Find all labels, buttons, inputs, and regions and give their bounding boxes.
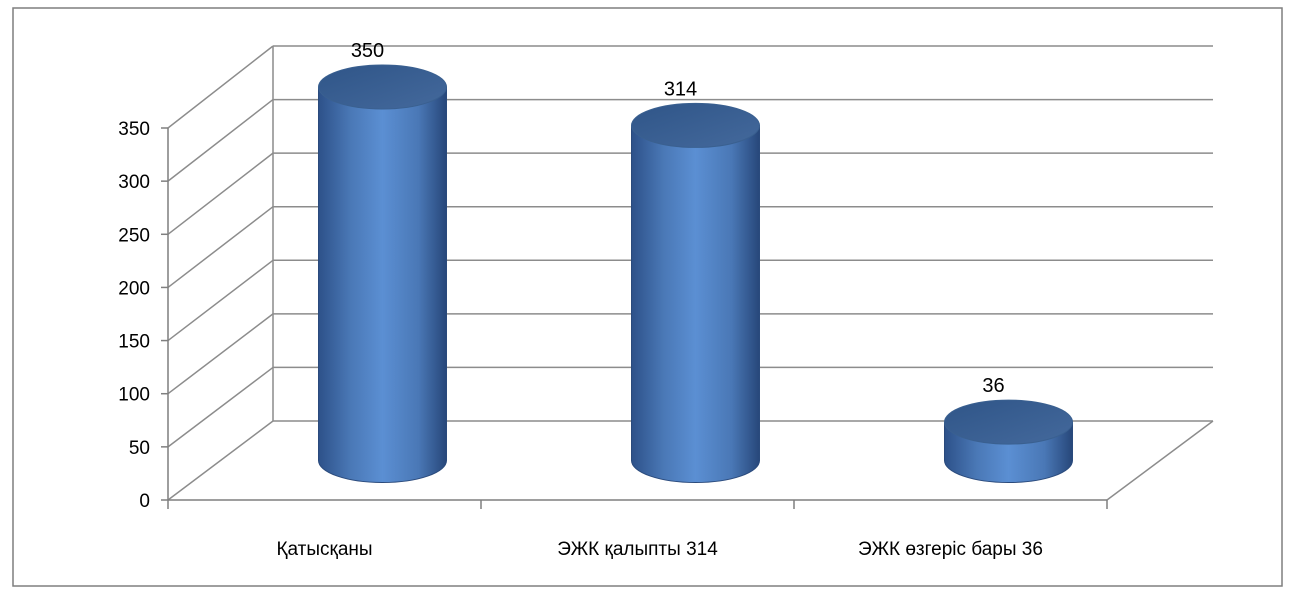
bar-cylinder: [631, 124, 760, 483]
gridline-side: [167, 366, 274, 448]
bars: [318, 64, 1073, 483]
gridline-side: [167, 152, 274, 235]
x-category-label: Қатысқаны: [276, 539, 372, 560]
bar-top-cap: [944, 399, 1073, 445]
gridline-side: [167, 98, 274, 182]
gridline-side: [167, 206, 274, 289]
labels: 0 50 100 150 200 250 300 350 350 Қатысқаны 314 ЭЖК …: [118, 40, 1043, 560]
gridline-side: [167, 420, 274, 501]
y-tick-label: 50: [129, 438, 150, 459]
gridline-side: [167, 45, 274, 129]
axes: [161, 127, 1108, 509]
floor-edge: [1106, 420, 1214, 501]
x-category-label: ЭЖК қалыпты 314: [557, 539, 718, 560]
y-tick-label: 100: [118, 385, 150, 406]
x-category-label: ЭЖК өзгеріс бары 36: [858, 539, 1043, 560]
y-tick-label: 200: [118, 278, 150, 299]
y-tick-label: 250: [118, 225, 150, 246]
data-label: 36: [982, 375, 1004, 397]
gridline-side: [167, 259, 274, 342]
y-tick-label: 350: [118, 119, 150, 140]
bar-cylinder: [318, 86, 447, 483]
data-label: 350: [351, 40, 384, 62]
bar-top-cap: [631, 102, 760, 148]
y-tick-label: 300: [118, 172, 150, 193]
gridline-side: [167, 313, 274, 395]
y-tick-label: 0: [139, 491, 150, 512]
data-label: 314: [664, 78, 697, 100]
bar-top-cap: [318, 64, 447, 110]
y-tick-label: 150: [118, 332, 150, 353]
